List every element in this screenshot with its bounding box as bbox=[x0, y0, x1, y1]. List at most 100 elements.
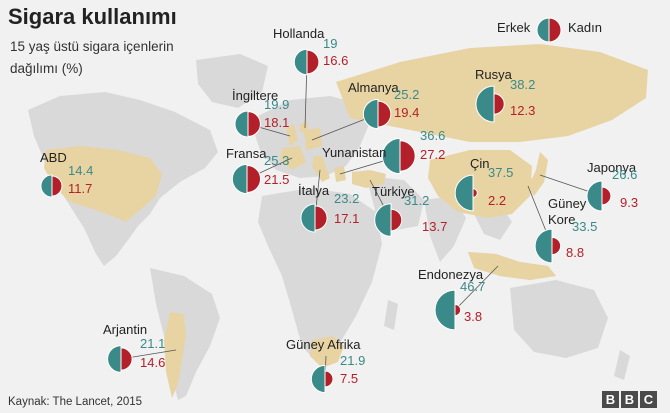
bbc-logo-letter: C bbox=[640, 391, 657, 408]
female-value-guney-afrika: 7.5 bbox=[340, 371, 359, 386]
bbc-logo-letter: B bbox=[621, 391, 638, 408]
map-subtitle: 15 yaş üstü sigara içenlerin dağılımı (%… bbox=[10, 39, 174, 76]
female-value-japonya: 9.3 bbox=[620, 195, 639, 210]
pie-male-japonya bbox=[586, 180, 603, 212]
region-japan bbox=[528, 152, 548, 196]
country-name-arjantin: Arjantin bbox=[103, 322, 148, 337]
country-name-abd: ABD bbox=[40, 150, 67, 165]
female-value-cin: 2.2 bbox=[488, 193, 507, 208]
female-value-hollanda: 16.6 bbox=[323, 53, 349, 68]
pie-female-arjantin bbox=[120, 347, 133, 371]
land-madagascar bbox=[384, 300, 398, 330]
country-name-yunanistan: Yunanistan bbox=[322, 145, 387, 160]
region-netherlands bbox=[300, 122, 308, 132]
male-value-cin: 37.5 bbox=[488, 165, 514, 180]
country-name-turkiye: Türkiye bbox=[372, 184, 415, 199]
pie-female-endonezya bbox=[454, 303, 462, 317]
male-value-yunanistan: 36.6 bbox=[420, 128, 446, 143]
male-value-fransa: 25.3 bbox=[264, 153, 290, 168]
pie-male-cin bbox=[454, 174, 474, 212]
pie-male-yunanistan bbox=[381, 137, 401, 175]
pie-male-fransa bbox=[231, 163, 248, 195]
pie-male-almanya bbox=[362, 98, 379, 130]
region-indonesia bbox=[468, 252, 556, 280]
pie-female-ingiltere bbox=[247, 111, 261, 137]
male-value-endonezya: 46.7 bbox=[460, 279, 486, 294]
pie-female-turkiye bbox=[390, 208, 403, 232]
pie-female-hollanda bbox=[306, 49, 320, 75]
pie-female-yunanistan bbox=[399, 140, 416, 172]
region-uk bbox=[286, 124, 298, 146]
pie-male-turkiye bbox=[374, 203, 392, 237]
pie-male-rusya bbox=[475, 85, 495, 123]
male-value-japonya: 26.6 bbox=[612, 167, 638, 182]
female-value-italya: 17.1 bbox=[334, 211, 360, 226]
leader-line-endonezya bbox=[454, 265, 499, 311]
pie-markers-layer bbox=[40, 48, 612, 394]
pie-female-abd bbox=[51, 175, 63, 197]
bbc-logo-letter: B bbox=[602, 391, 619, 408]
pie-male-italya bbox=[300, 203, 316, 233]
pie-male-guney-afrika bbox=[310, 364, 326, 394]
female-value-guney-kore: 8.8 bbox=[566, 245, 585, 260]
country-name-guney-kore: Güney Kore bbox=[548, 196, 587, 227]
region-germany bbox=[304, 128, 322, 150]
female-value-arjantin: 14.6 bbox=[140, 355, 166, 370]
male-value-rusya: 38.2 bbox=[510, 77, 536, 92]
pie-male-arjantin bbox=[107, 345, 122, 373]
region-italy bbox=[312, 156, 330, 182]
land-new-zealand bbox=[614, 350, 630, 380]
country-name-endonezya: Endonezya bbox=[418, 267, 484, 282]
male-value-italya: 23.2 bbox=[334, 191, 360, 206]
source-credit: Kaynak: The Lancet, 2015 bbox=[8, 396, 143, 408]
land-australia bbox=[510, 280, 608, 358]
pie-female-cin bbox=[472, 188, 478, 198]
legend-icon bbox=[536, 17, 562, 43]
legend-male-label: Erkek bbox=[497, 20, 531, 35]
region-south-africa bbox=[310, 336, 344, 368]
map-title: Sigara kullanımı bbox=[8, 4, 177, 29]
legend-female-label: Kadın bbox=[568, 20, 602, 35]
pie-female-italya bbox=[314, 205, 328, 231]
land-india bbox=[424, 196, 466, 262]
female-value-ingiltere: 18.1 bbox=[264, 115, 290, 130]
pie-male-abd bbox=[40, 174, 53, 198]
female-value-abd: 11.7 bbox=[68, 181, 93, 196]
region-turkey bbox=[352, 170, 386, 188]
pie-male-hollanda bbox=[293, 48, 308, 76]
male-value-arjantin: 21.1 bbox=[140, 336, 166, 351]
pie-female-guney-kore bbox=[551, 236, 562, 256]
male-value-ingiltere: 19.9 bbox=[264, 97, 290, 112]
country-name-guney-afrika: Güney Afrika bbox=[286, 337, 361, 352]
country-name-cin: Çin bbox=[470, 156, 490, 171]
male-value-guney-afrika: 21.9 bbox=[340, 353, 366, 368]
region-usa bbox=[44, 146, 162, 222]
country-name-almanya: Almanya bbox=[348, 80, 399, 95]
country-name-hollanda: Hollanda bbox=[273, 26, 325, 41]
pie-female-fransa bbox=[246, 164, 262, 194]
female-value-almanya: 19.4 bbox=[394, 105, 420, 120]
male-value-guney-kore: 33.5 bbox=[572, 219, 598, 234]
land-greenland bbox=[196, 54, 268, 108]
land-africa bbox=[258, 188, 382, 362]
pie-male-ingiltere bbox=[234, 110, 249, 138]
pie-female-guney-afrika bbox=[324, 370, 334, 388]
country-name-italya: İtalya bbox=[298, 183, 330, 198]
bbc-logo: B B C bbox=[602, 391, 657, 408]
country-name-rusya: Rusya bbox=[475, 67, 512, 82]
female-value-rusya: 12.3 bbox=[510, 103, 536, 118]
male-value-abd: 14.4 bbox=[68, 163, 94, 178]
pie-male-guney-kore bbox=[534, 228, 553, 264]
region-korea bbox=[524, 176, 532, 192]
pie-female-japonya bbox=[601, 186, 612, 206]
female-value-endonezya: 3.8 bbox=[464, 309, 483, 324]
country-name-ingiltere: İngiltere bbox=[232, 88, 279, 103]
female-value-yunanistan: 27.2 bbox=[420, 147, 446, 162]
female-value-fransa: 21.5 bbox=[264, 172, 290, 187]
pie-female-almanya bbox=[377, 100, 392, 128]
male-value-hollanda: 19 bbox=[323, 36, 338, 51]
country-name-japonya: Japonya bbox=[587, 160, 637, 175]
male-value-almanya: 25.2 bbox=[394, 87, 420, 102]
